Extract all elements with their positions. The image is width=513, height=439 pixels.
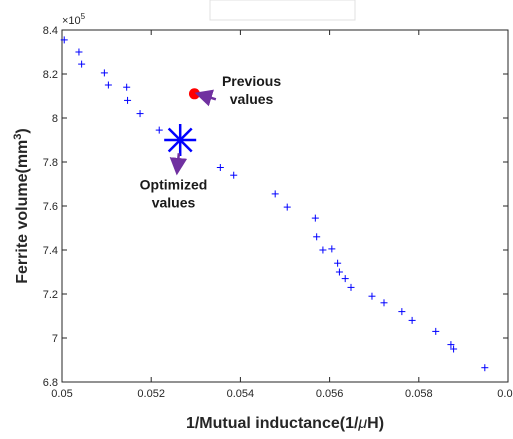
- plus-point: [347, 283, 355, 291]
- y-tick-label: 7.2: [43, 289, 58, 301]
- optimized-point: [164, 124, 197, 156]
- ticks-layer: 0.05 0.052 0.054 0.056 0.058 0.06 6.8 7 7.2 7.4 7.…: [43, 25, 513, 400]
- x-axis-label-main: 1/Mutual inductance(1/: [186, 415, 359, 432]
- plus-point: [123, 83, 131, 91]
- plus-point: [155, 126, 163, 134]
- plus-point: [328, 245, 336, 253]
- y-tick-label: 8: [52, 113, 58, 125]
- y-tick-label: 7: [52, 333, 58, 345]
- plus-point: [75, 48, 83, 56]
- y-multiplier-exponent: 5: [81, 12, 86, 21]
- legend-box: [209, 0, 356, 21]
- plus-point: [230, 171, 238, 179]
- optimized-point-d2: [167, 127, 193, 153]
- plus-point: [60, 36, 68, 44]
- y-tick-label: 7.4: [43, 245, 58, 257]
- annotation-text: values: [152, 195, 196, 211]
- marks-layer: [60, 36, 489, 372]
- plus-point: [380, 299, 388, 307]
- x-tick-label: 0.06: [497, 388, 513, 400]
- annotations-layer: Previous values Optimized values: [140, 73, 282, 210]
- x-tick-label: 0.056: [316, 388, 344, 400]
- x-tick-label: 0.054: [227, 388, 255, 400]
- y-multiplier-base: ×10: [62, 15, 81, 27]
- plus-point: [447, 341, 455, 349]
- plus-point: [78, 60, 86, 68]
- plus-point: [408, 316, 416, 324]
- plus-point: [311, 214, 319, 222]
- plus-point: [283, 203, 291, 211]
- y-tick-label: 6.8: [43, 377, 58, 389]
- plus-point: [124, 96, 132, 104]
- plus-point: [319, 246, 327, 254]
- plus-point: [432, 327, 440, 335]
- x-tick-label: 0.052: [137, 388, 165, 400]
- plus-point: [100, 69, 108, 77]
- plus-point: [398, 308, 406, 316]
- plus-point: [334, 259, 342, 267]
- annotation-text: Optimized: [140, 177, 208, 193]
- plus-point: [136, 110, 144, 118]
- y-axis-label-sup: 3: [12, 134, 24, 140]
- y-tick-label: 7.8: [43, 157, 58, 169]
- plus-point: [216, 164, 224, 171]
- x-axis-label-mu: μ: [357, 415, 367, 432]
- plus-point: [341, 275, 349, 283]
- annotation-text: values: [230, 91, 274, 107]
- plot-area: [61, 29, 509, 383]
- x-axis-label: 1/Mutual inductance(1/μH): [186, 415, 384, 432]
- annotation-text: Previous: [222, 73, 281, 89]
- x-tick-label: 0.05: [51, 388, 72, 400]
- annotation-arrow: [169, 153, 188, 176]
- y-tick-label: 7.6: [43, 201, 58, 213]
- plus-point: [481, 364, 489, 372]
- plus-point: [368, 292, 376, 300]
- plus-point: [335, 268, 343, 276]
- y-axis-label-close: ): [14, 128, 31, 133]
- y-tick-label: 8.4: [43, 25, 58, 37]
- plus-point: [271, 190, 279, 198]
- annotation-arrow: [194, 89, 217, 107]
- y-axis-label-main: Ferrite volume(mm: [14, 140, 31, 284]
- y-tick-label: 8.2: [43, 69, 58, 81]
- plus-point: [450, 345, 458, 353]
- x-axis-label-tail: H): [367, 415, 384, 432]
- x-tick-label: 0.058: [405, 388, 433, 400]
- plus-point: [104, 81, 112, 89]
- y-multiplier: ×105: [62, 12, 86, 27]
- plus-point: [313, 233, 321, 241]
- y-axis-label: Ferrite volume(mm3): [12, 128, 31, 284]
